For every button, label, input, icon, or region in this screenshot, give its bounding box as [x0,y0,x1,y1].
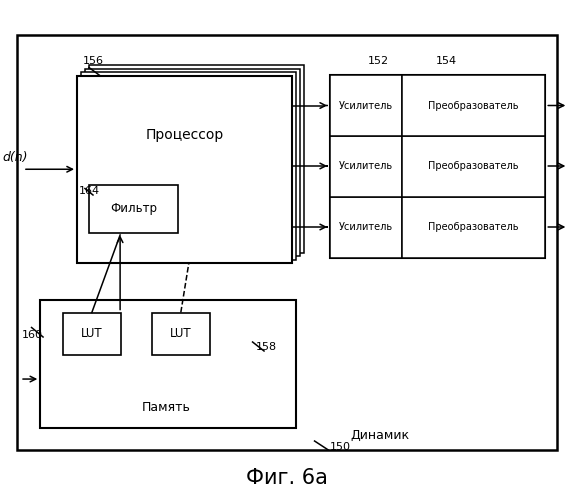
Bar [89,65,304,252]
Bar [40,300,296,428]
Bar [17,35,557,450]
Text: LUT: LUT [81,328,103,340]
Bar [81,72,296,260]
Bar [330,136,402,196]
Bar [63,312,121,355]
Text: 152: 152 [367,56,389,66]
Text: Усилитель: Усилитель [339,100,393,110]
Text: 156: 156 [83,56,104,66]
Text: 158: 158 [255,342,277,352]
Bar [77,76,292,263]
Bar [85,68,300,256]
Text: Усилитель: Усилитель [339,222,393,232]
Text: Фильтр: Фильтр [110,202,157,215]
Bar [402,196,545,258]
Bar [330,75,545,258]
Text: d(n): d(n) [3,150,28,164]
Text: 160: 160 [22,330,43,340]
Text: Процессор: Процессор [146,128,224,142]
Text: Преобразователь: Преобразователь [428,222,519,232]
Text: 150: 150 [330,442,351,452]
Bar [330,75,402,136]
Bar [89,185,178,232]
Text: Память: Память [142,401,191,414]
Bar [402,136,545,196]
Text: Фиг. 6а: Фиг. 6а [246,468,328,487]
Text: LUT: LUT [170,328,192,340]
Text: Усилитель: Усилитель [339,161,393,171]
Text: Преобразователь: Преобразователь [428,100,519,110]
Text: Преобразователь: Преобразователь [428,161,519,171]
Text: 154: 154 [436,56,457,66]
Text: Динамик: Динамик [350,428,409,442]
Bar [330,196,402,258]
Bar [402,75,545,136]
Bar [152,312,210,355]
Text: 164: 164 [79,186,100,196]
